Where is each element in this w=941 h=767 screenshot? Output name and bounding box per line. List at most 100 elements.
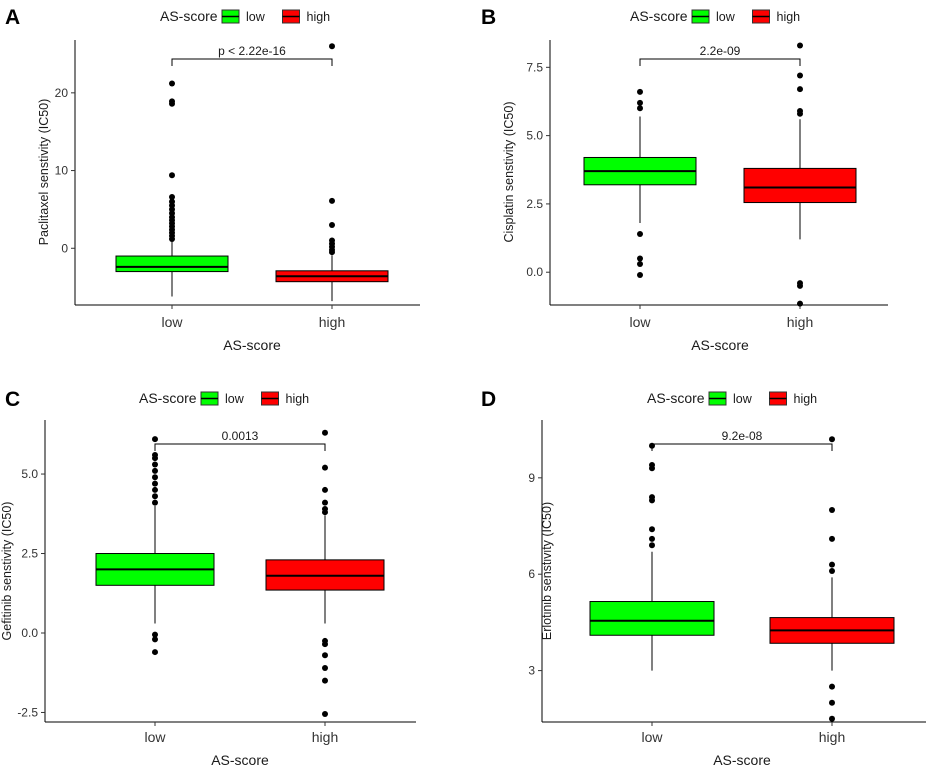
- box-high: [743, 167, 857, 204]
- outlier-point: [637, 271, 643, 278]
- outlier-point: [829, 699, 835, 706]
- p-value-label: 2.2e-09: [700, 44, 741, 58]
- outlier-point: [152, 480, 158, 487]
- y-tick-label: 5.0: [526, 129, 543, 143]
- x-axis-title: AS-score: [713, 752, 771, 767]
- y-axis-title: Erlotinib senstivity (IC50): [540, 502, 554, 640]
- y-tick-label: -2.5: [17, 705, 38, 719]
- outlier-point: [829, 436, 835, 443]
- legend-label-low: low: [733, 392, 753, 406]
- outlier-point: [152, 499, 158, 506]
- outlier-point: [649, 494, 655, 501]
- outlier-point: [152, 636, 158, 643]
- legend-key-low: [200, 391, 219, 406]
- box-group-low: [95, 436, 215, 656]
- y-tick-label: 3: [528, 664, 535, 678]
- outlier-point: [829, 561, 835, 568]
- y-tick-label: 7.5: [526, 60, 543, 74]
- outlier-point: [152, 474, 158, 481]
- outlier-point: [322, 486, 328, 493]
- outlier-point: [322, 677, 328, 684]
- outlier-point: [797, 86, 803, 93]
- y-axis-title: Gefitinib senstivity (IC50): [0, 502, 14, 641]
- outlier-point: [169, 193, 175, 200]
- legend-key-low: [708, 391, 727, 406]
- x-tick-label-high: high: [312, 729, 338, 745]
- outlier-point: [322, 499, 328, 506]
- legend-label-low: low: [225, 392, 245, 406]
- legend-title: AS-score: [160, 8, 218, 24]
- x-axis-title: AS-score: [691, 337, 749, 353]
- panel-letter: A: [5, 6, 20, 29]
- outlier-point: [322, 429, 328, 436]
- box-group-high: [769, 436, 895, 722]
- panel-a: A AS-score low high 0 10 20 low high AS-score Pacl…: [5, 6, 420, 353]
- outlier-point: [152, 451, 158, 458]
- outlier-point: [329, 197, 335, 204]
- box-group-high: [265, 429, 385, 718]
- y-tick-label: 0: [61, 241, 68, 255]
- outlier-point: [829, 535, 835, 542]
- x-tick-label-high: high: [787, 314, 813, 330]
- legend-title: AS-score: [139, 390, 197, 406]
- box-group-low: [115, 80, 229, 297]
- outlier-point: [322, 506, 328, 513]
- outlier-point: [797, 108, 803, 115]
- outlier-point: [649, 535, 655, 542]
- y-tick-label: 9: [528, 471, 535, 485]
- significance-bracket: [154, 443, 326, 451]
- outlier-point: [152, 493, 158, 500]
- outlier-point: [322, 637, 328, 644]
- legend-key-high: [261, 391, 279, 406]
- outlier-point: [322, 464, 328, 471]
- p-value-label: 9.2e-08: [722, 429, 763, 443]
- outlier-point: [169, 198, 175, 205]
- outlier-point: [797, 300, 803, 307]
- outlier-point: [797, 280, 803, 287]
- x-tick-label-high: high: [319, 314, 345, 330]
- outlier-point: [329, 221, 335, 228]
- x-tick-label-high: high: [819, 729, 845, 745]
- outlier-point: [829, 568, 835, 574]
- outlier-point: [152, 461, 158, 468]
- legend: AS-score low high: [160, 8, 330, 24]
- outlier-point: [649, 526, 655, 533]
- x-axis-title: AS-score: [223, 337, 281, 353]
- outlier-point: [329, 43, 335, 50]
- p-value-label: 0.0013: [222, 429, 259, 443]
- legend-key-high: [752, 9, 770, 24]
- outlier-point: [322, 664, 328, 671]
- y-axis-title: Cisplatin senstivity (IC50): [502, 101, 516, 242]
- outlier-point: [637, 230, 643, 237]
- y-tick-label: 20: [55, 86, 69, 100]
- outlier-point: [152, 486, 158, 493]
- outlier-point: [329, 237, 335, 244]
- x-tick-label-low: low: [144, 729, 166, 745]
- outlier-point: [152, 436, 158, 443]
- legend-key-high: [282, 9, 300, 24]
- outlier-point: [322, 652, 328, 659]
- legend: AS-score low high: [630, 8, 800, 24]
- y-tick-label: 5.0: [21, 467, 38, 481]
- box-low: [589, 601, 715, 636]
- legend-title: AS-score: [630, 8, 688, 24]
- outlier-point: [829, 683, 835, 690]
- outlier-point: [637, 99, 643, 106]
- outlier-point: [152, 631, 158, 638]
- legend: AS-score low high: [647, 390, 817, 406]
- legend-label-high: high: [307, 10, 331, 24]
- outlier-point: [829, 715, 835, 722]
- outlier-point: [637, 255, 643, 262]
- significance-bracket: [651, 443, 833, 451]
- outlier-point: [829, 506, 835, 513]
- x-tick-label-low: low: [161, 314, 183, 330]
- outlier-point: [797, 42, 803, 49]
- legend-title: AS-score: [647, 390, 705, 406]
- outlier-point: [322, 711, 328, 718]
- legend-label-low: low: [716, 10, 736, 24]
- box-group-high: [743, 42, 857, 307]
- panel-letter: C: [5, 388, 20, 411]
- outlier-point: [169, 98, 175, 105]
- x-tick-label-low: low: [629, 314, 651, 330]
- y-tick-label: 2.5: [526, 197, 543, 211]
